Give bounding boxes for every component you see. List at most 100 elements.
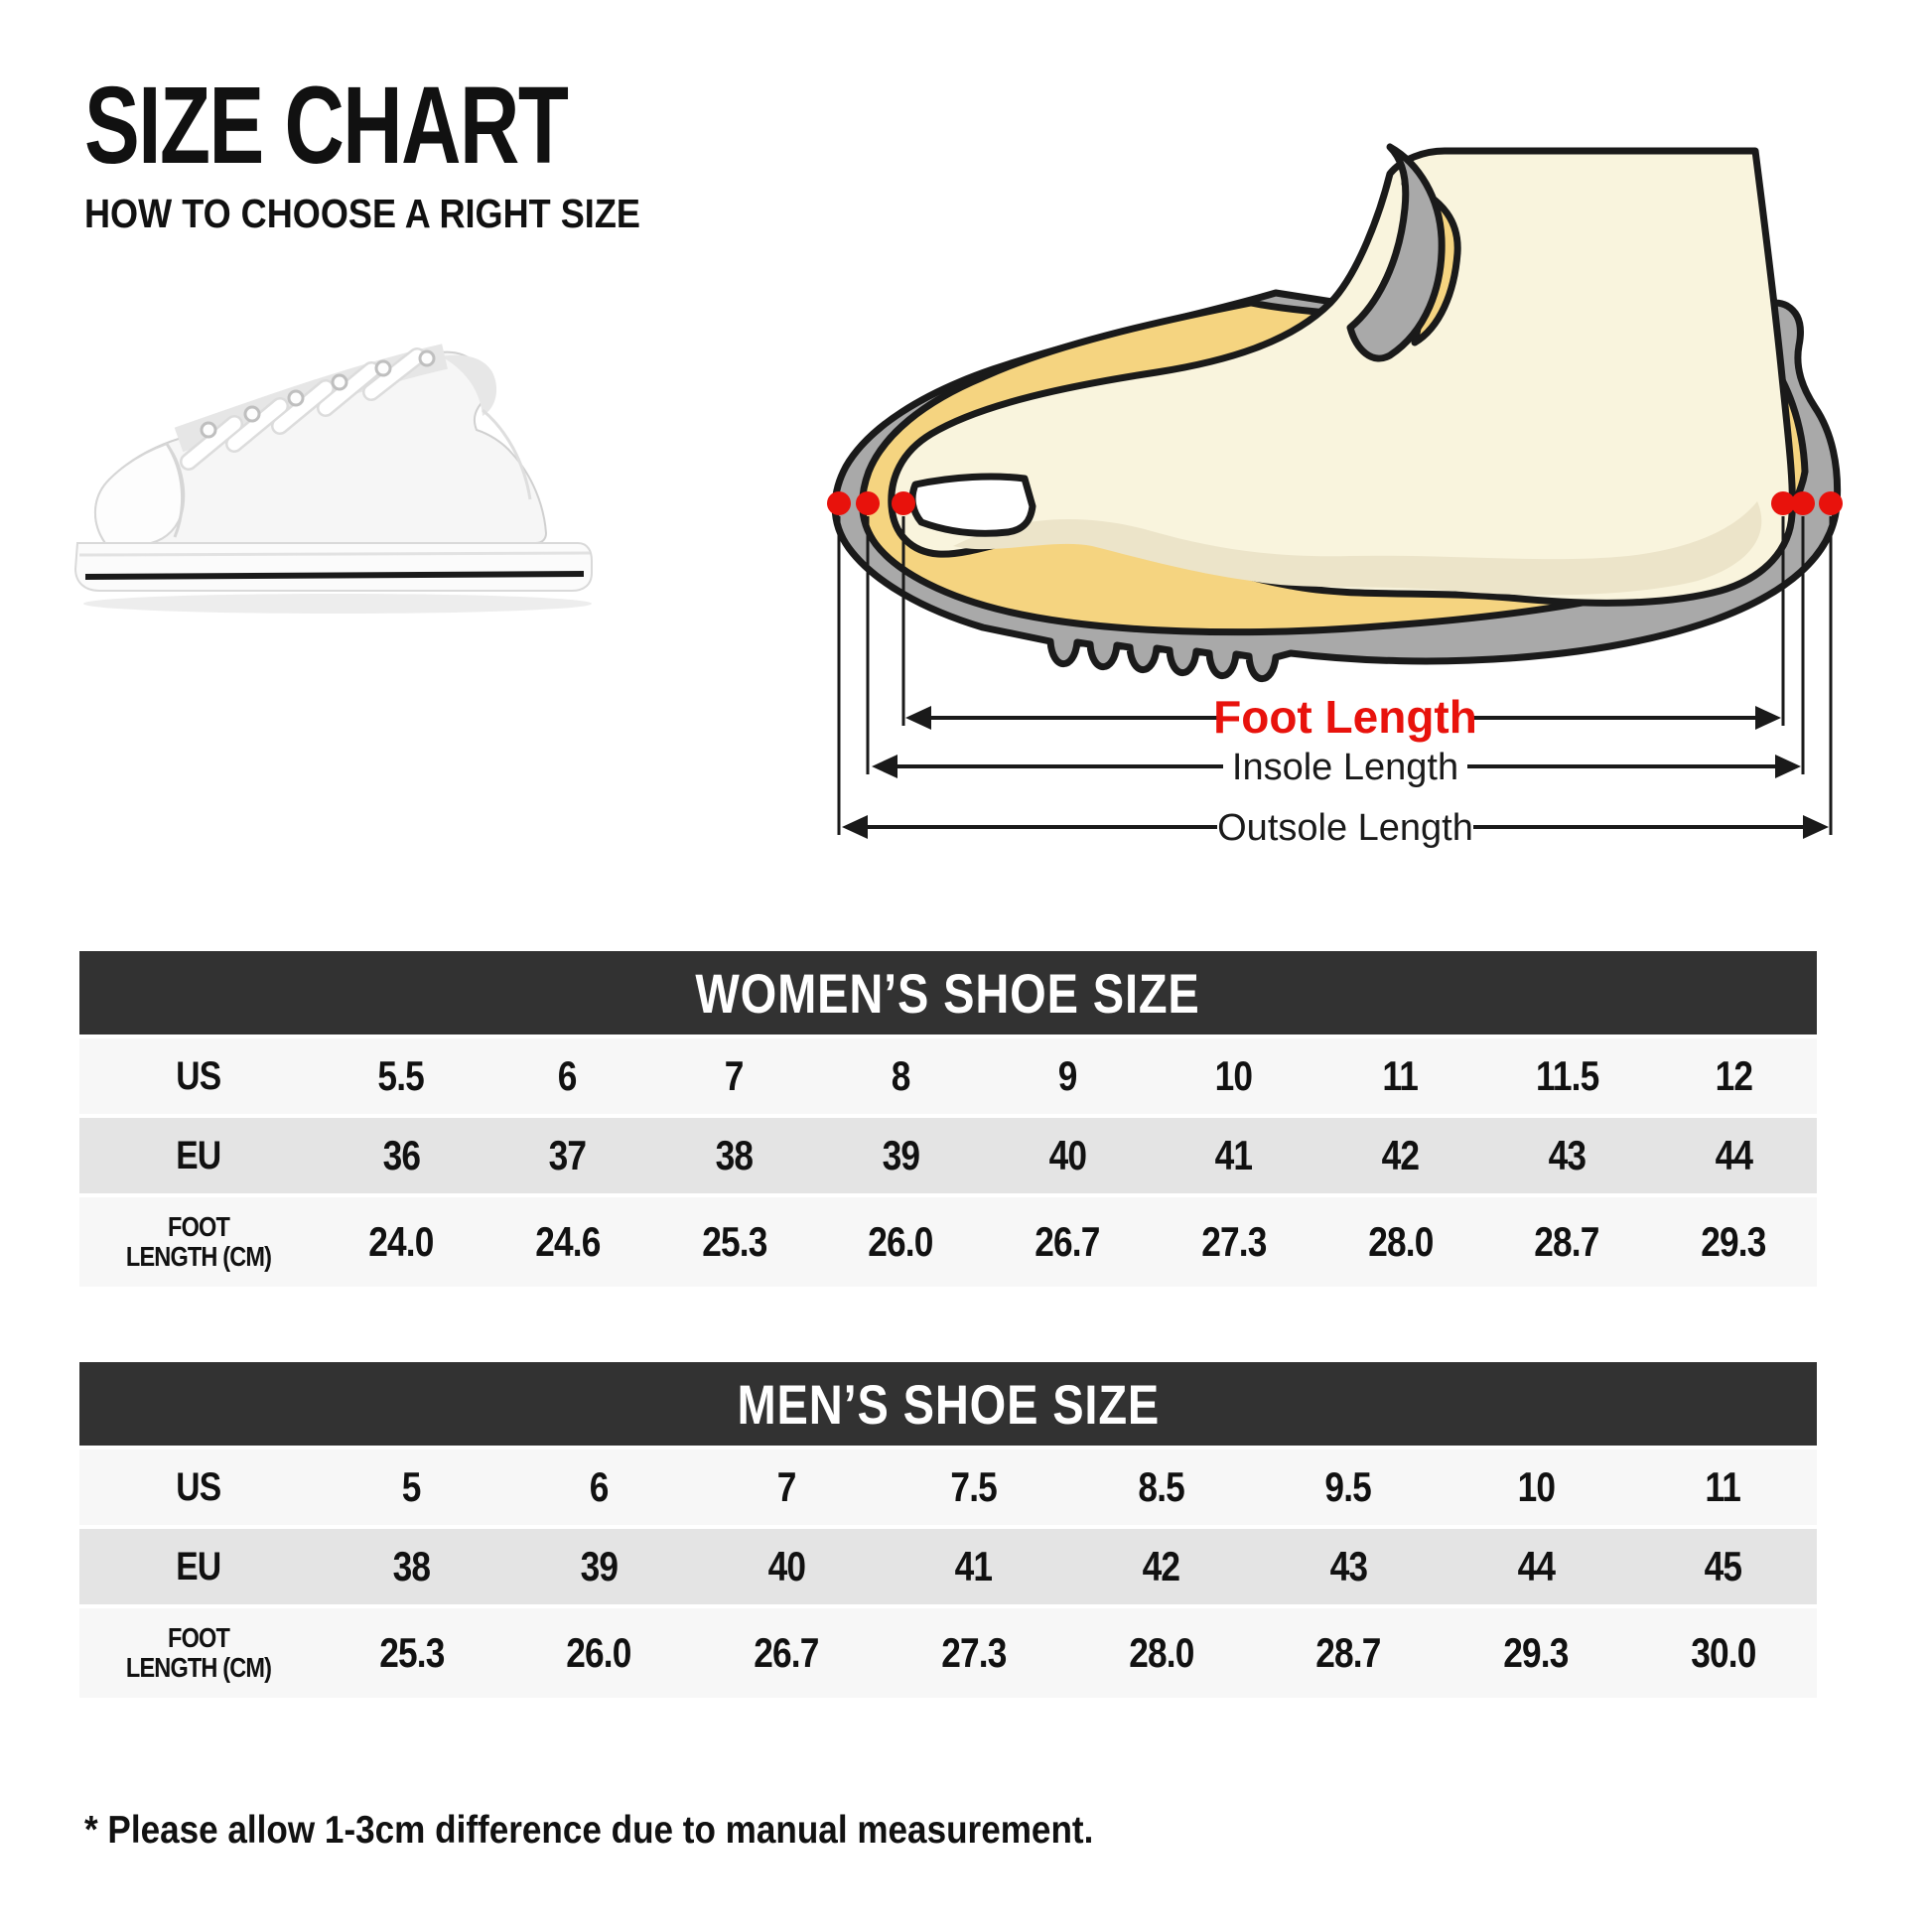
table-cell: 38 xyxy=(318,1529,505,1604)
measurement-drop-lines xyxy=(837,516,1833,835)
arrowheads-foot-length xyxy=(905,706,1781,730)
row-label: US xyxy=(79,1038,318,1114)
outsole-length-label: Outsole Length xyxy=(1217,807,1473,849)
table-cell: 29.3 xyxy=(1442,1608,1630,1698)
table-row-us: US 5 6 7 7.5 8.5 9.5 10 11 xyxy=(79,1449,1817,1525)
table-cell: 38 xyxy=(650,1118,818,1193)
measure-dot-icon xyxy=(856,491,880,515)
measure-dot-icon xyxy=(1771,491,1795,515)
womens-size-table: WOMEN’S SHOE SIZE US 5.5 6 7 8 9 10 11 11.5 12 EU 3… xyxy=(79,951,1817,1287)
table-row-foot_length_cm: FOOT LENGTH (CM) 25.3 26.0 26.7 27.3 28.0 28.7 2… xyxy=(79,1608,1817,1698)
mens-table-body: US 5 6 7 7.5 8.5 9.5 10 11 EU 38 39 40 41 42 43 44 45 FOOT… xyxy=(79,1449,1817,1698)
table-cell: 6 xyxy=(504,1449,693,1525)
table-cell: 28.0 xyxy=(1067,1608,1255,1698)
table-cell: 26.7 xyxy=(692,1608,881,1698)
table-cell: 29.3 xyxy=(1650,1197,1817,1287)
table-cell: 43 xyxy=(1483,1118,1651,1193)
sneaker-toe-seam xyxy=(165,443,184,538)
sneaker-eyelets xyxy=(200,349,436,439)
row-label: FOOT LENGTH (CM) xyxy=(79,1608,318,1698)
sneaker-sole-stripe xyxy=(84,571,585,580)
table-cell: 41 xyxy=(880,1529,1067,1604)
shoe-collar-front xyxy=(1346,143,1446,362)
table-row-eu: EU 36 37 38 39 40 41 42 43 44 xyxy=(79,1118,1817,1193)
table-row-foot_length_cm: FOOT LENGTH (CM) 24.0 24.6 25.3 26.0 26.7 27.3 2… xyxy=(79,1197,1817,1287)
foot-measurement-diagram: Foot Length Insole Length Outsole Length xyxy=(655,89,1896,894)
table-cell: 28.7 xyxy=(1483,1197,1651,1287)
foot-shade xyxy=(953,501,1762,596)
measure-dot-icon xyxy=(1791,491,1815,515)
table-cell: 43 xyxy=(1254,1529,1443,1604)
table-cell: 11 xyxy=(1316,1038,1484,1114)
table-row-eu: EU 38 39 40 41 42 43 44 45 xyxy=(79,1529,1817,1604)
table-cell: 27.3 xyxy=(880,1608,1067,1698)
table-cell: 24.0 xyxy=(318,1197,484,1287)
table-cell: 5 xyxy=(318,1449,505,1525)
table-cell: 30.0 xyxy=(1629,1608,1817,1698)
measure-point-markers xyxy=(827,491,1843,515)
row-label: EU xyxy=(79,1118,318,1193)
mens-table-title: MEN’S SHOE SIZE xyxy=(737,1372,1160,1436)
arrowheads-insole-length xyxy=(872,755,1801,778)
table-cell: 25.3 xyxy=(318,1608,505,1698)
sneaker-sole-pinline xyxy=(78,551,591,557)
foot-diagram-svg: Foot Length Insole Length Outsole Length xyxy=(827,143,1843,849)
table-cell: 28.7 xyxy=(1254,1608,1443,1698)
sneaker-heel-seam xyxy=(482,408,532,500)
row-label: FOOT LENGTH (CM) xyxy=(79,1197,318,1287)
table-cell: 10 xyxy=(1150,1038,1317,1114)
header: SIZE CHART HOW TO CHOOSE A RIGHT SIZE xyxy=(84,71,720,237)
table-cell: 44 xyxy=(1442,1529,1630,1604)
table-cell: 11 xyxy=(1629,1449,1817,1525)
measurement-footnote: * Please allow 1-3cm difference due to m… xyxy=(84,1809,1094,1852)
sneaker-illustration xyxy=(73,344,593,614)
table-cell: 24.6 xyxy=(483,1197,651,1287)
table-cell: 45 xyxy=(1629,1529,1817,1604)
table-cell: 40 xyxy=(692,1529,881,1604)
sneaker-laces xyxy=(180,347,426,471)
measure-dot-icon xyxy=(1819,491,1843,515)
measure-dot-icon xyxy=(892,491,915,515)
sneaker-shadow xyxy=(83,594,592,614)
womens-table-body: US 5.5 6 7 8 9 10 11 11.5 12 EU 36 37 38 39 40 41 42 43 44 F… xyxy=(79,1038,1817,1287)
sneaker-collar-shade xyxy=(441,354,497,416)
table-cell: 28.0 xyxy=(1316,1197,1484,1287)
table-cell: 12 xyxy=(1650,1038,1817,1114)
table-cell: 26.0 xyxy=(817,1197,985,1287)
table-cell: 11.5 xyxy=(1483,1038,1651,1114)
table-cell: 39 xyxy=(504,1529,693,1604)
foot-length-label: Foot Length xyxy=(1213,691,1477,743)
table-cell: 26.7 xyxy=(984,1197,1151,1287)
table-cell: 27.3 xyxy=(1150,1197,1317,1287)
table-cell: 10 xyxy=(1442,1449,1630,1525)
table-cell: 7.5 xyxy=(880,1449,1067,1525)
table-cell: 39 xyxy=(817,1118,985,1193)
table-cell: 36 xyxy=(318,1118,484,1193)
table-cell: 37 xyxy=(483,1118,651,1193)
womens-table-title-bar: WOMEN’S SHOE SIZE xyxy=(79,951,1817,1035)
womens-table-title: WOMEN’S SHOE SIZE xyxy=(695,961,1201,1025)
table-cell: 7 xyxy=(650,1038,818,1114)
row-label: EU xyxy=(79,1529,318,1604)
row-label: US xyxy=(79,1449,318,1525)
table-cell: 26.0 xyxy=(504,1608,693,1698)
table-cell: 9.5 xyxy=(1254,1449,1443,1525)
insole-length-label: Insole Length xyxy=(1232,747,1458,788)
table-cell: 8.5 xyxy=(1067,1449,1255,1525)
sneaker-toe-cap xyxy=(93,442,186,544)
table-cell: 6 xyxy=(483,1038,651,1114)
measure-dot-icon xyxy=(827,491,851,515)
page-subtitle: HOW TO CHOOSE A RIGHT SIZE xyxy=(84,191,640,236)
table-row-us: US 5.5 6 7 8 9 10 11 11.5 12 xyxy=(79,1038,1817,1114)
table-cell: 7 xyxy=(692,1449,881,1525)
table-cell: 41 xyxy=(1150,1118,1317,1193)
table-cell: 44 xyxy=(1650,1118,1817,1193)
mens-size-table: MEN’S SHOE SIZE US 5 6 7 7.5 8.5 9.5 10 11 EU 38 39… xyxy=(79,1362,1817,1698)
sneaker-sole xyxy=(73,542,593,592)
arrowheads-outsole-length xyxy=(842,815,1829,839)
mens-table-title-bar: MEN’S SHOE SIZE xyxy=(79,1362,1817,1446)
table-cell: 9 xyxy=(984,1038,1151,1114)
table-cell: 8 xyxy=(817,1038,985,1114)
page-title: SIZE CHART xyxy=(84,65,569,187)
table-cell: 42 xyxy=(1316,1118,1484,1193)
